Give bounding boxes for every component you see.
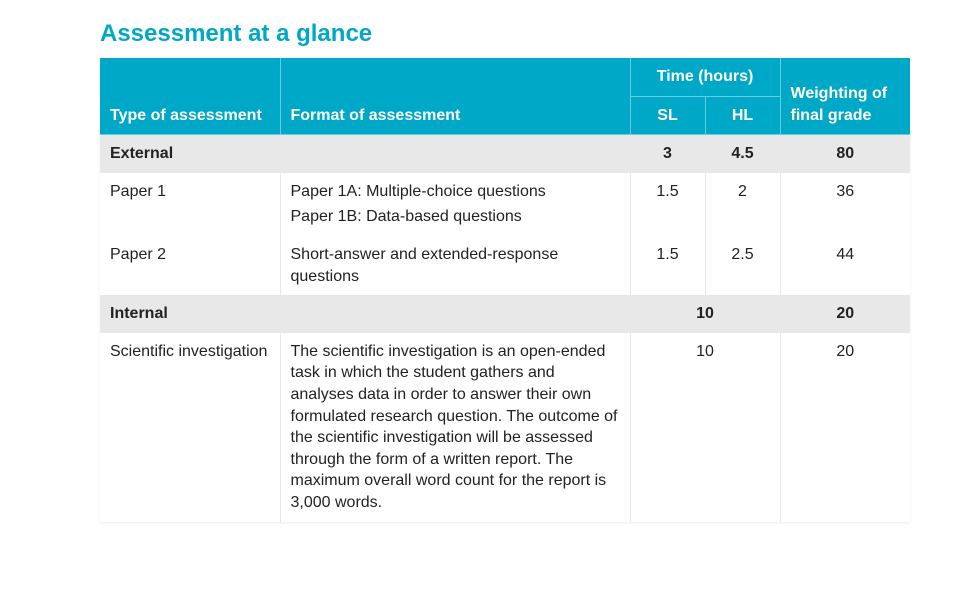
table-row: Paper 1Paper 1A: Multiple-choice questio…: [100, 173, 910, 236]
cell-type: Paper 2: [100, 236, 280, 295]
cell-weight: 20: [780, 295, 910, 333]
cell-weight: 20: [780, 333, 910, 522]
cell-weight: 36: [780, 173, 910, 236]
table-row: External 34.580: [100, 135, 910, 173]
cell-format: Paper 1A: Multiple-choice questions Paper…: [280, 173, 630, 236]
format-text: Short-answer and extended-response quest…: [291, 244, 620, 287]
assessment-table: Type of assessment Format of assessment …: [100, 58, 910, 522]
format-text: Paper 1A: Multiple-choice questions: [291, 181, 620, 203]
table-row: Paper 2 Short-answer and extended-respons…: [100, 236, 910, 295]
table-header: Type of assessment Format of assessment …: [100, 58, 910, 135]
cell-time-merged: 10: [630, 333, 780, 522]
header-weight: Weighting of final grade: [780, 58, 910, 135]
cell-sl: 3: [630, 135, 705, 173]
cell-type: Internal: [100, 295, 280, 333]
header-time-group: Time (hours): [630, 58, 780, 96]
table-row: Internal 1020: [100, 295, 910, 333]
cell-type: Scientific investigation: [100, 333, 280, 522]
cell-format: [280, 295, 630, 333]
table-row: Scientific investigationThe scientific i…: [100, 333, 910, 522]
cell-hl: 2: [705, 173, 780, 236]
table-body: External34.580Paper 1Paper 1A: Multiple-…: [100, 135, 910, 522]
format-text-extra: Paper 1B: Data-based questions: [291, 206, 620, 228]
cell-hl: 2.5: [705, 236, 780, 295]
cell-format: Short-answer and extended-response quest…: [280, 236, 630, 295]
cell-format: The scientific investigation is an open-…: [280, 333, 630, 522]
cell-sl: 1.5: [630, 236, 705, 295]
cell-weight: 80: [780, 135, 910, 173]
cell-type: External: [100, 135, 280, 173]
cell-time-merged: 10: [630, 295, 780, 333]
cell-weight: 44: [780, 236, 910, 295]
header-format: Format of assessment: [280, 58, 630, 135]
cell-sl: 1.5: [630, 173, 705, 236]
cell-type: Paper 1: [100, 173, 280, 236]
page-title: Assessment at a glance: [100, 20, 880, 48]
header-sl: SL: [630, 96, 705, 135]
cell-hl: 4.5: [705, 135, 780, 173]
header-hl: HL: [705, 96, 780, 135]
header-type: Type of assessment: [100, 58, 280, 135]
cell-format: [280, 135, 630, 173]
format-text: The scientific investigation is an open-…: [291, 341, 620, 514]
